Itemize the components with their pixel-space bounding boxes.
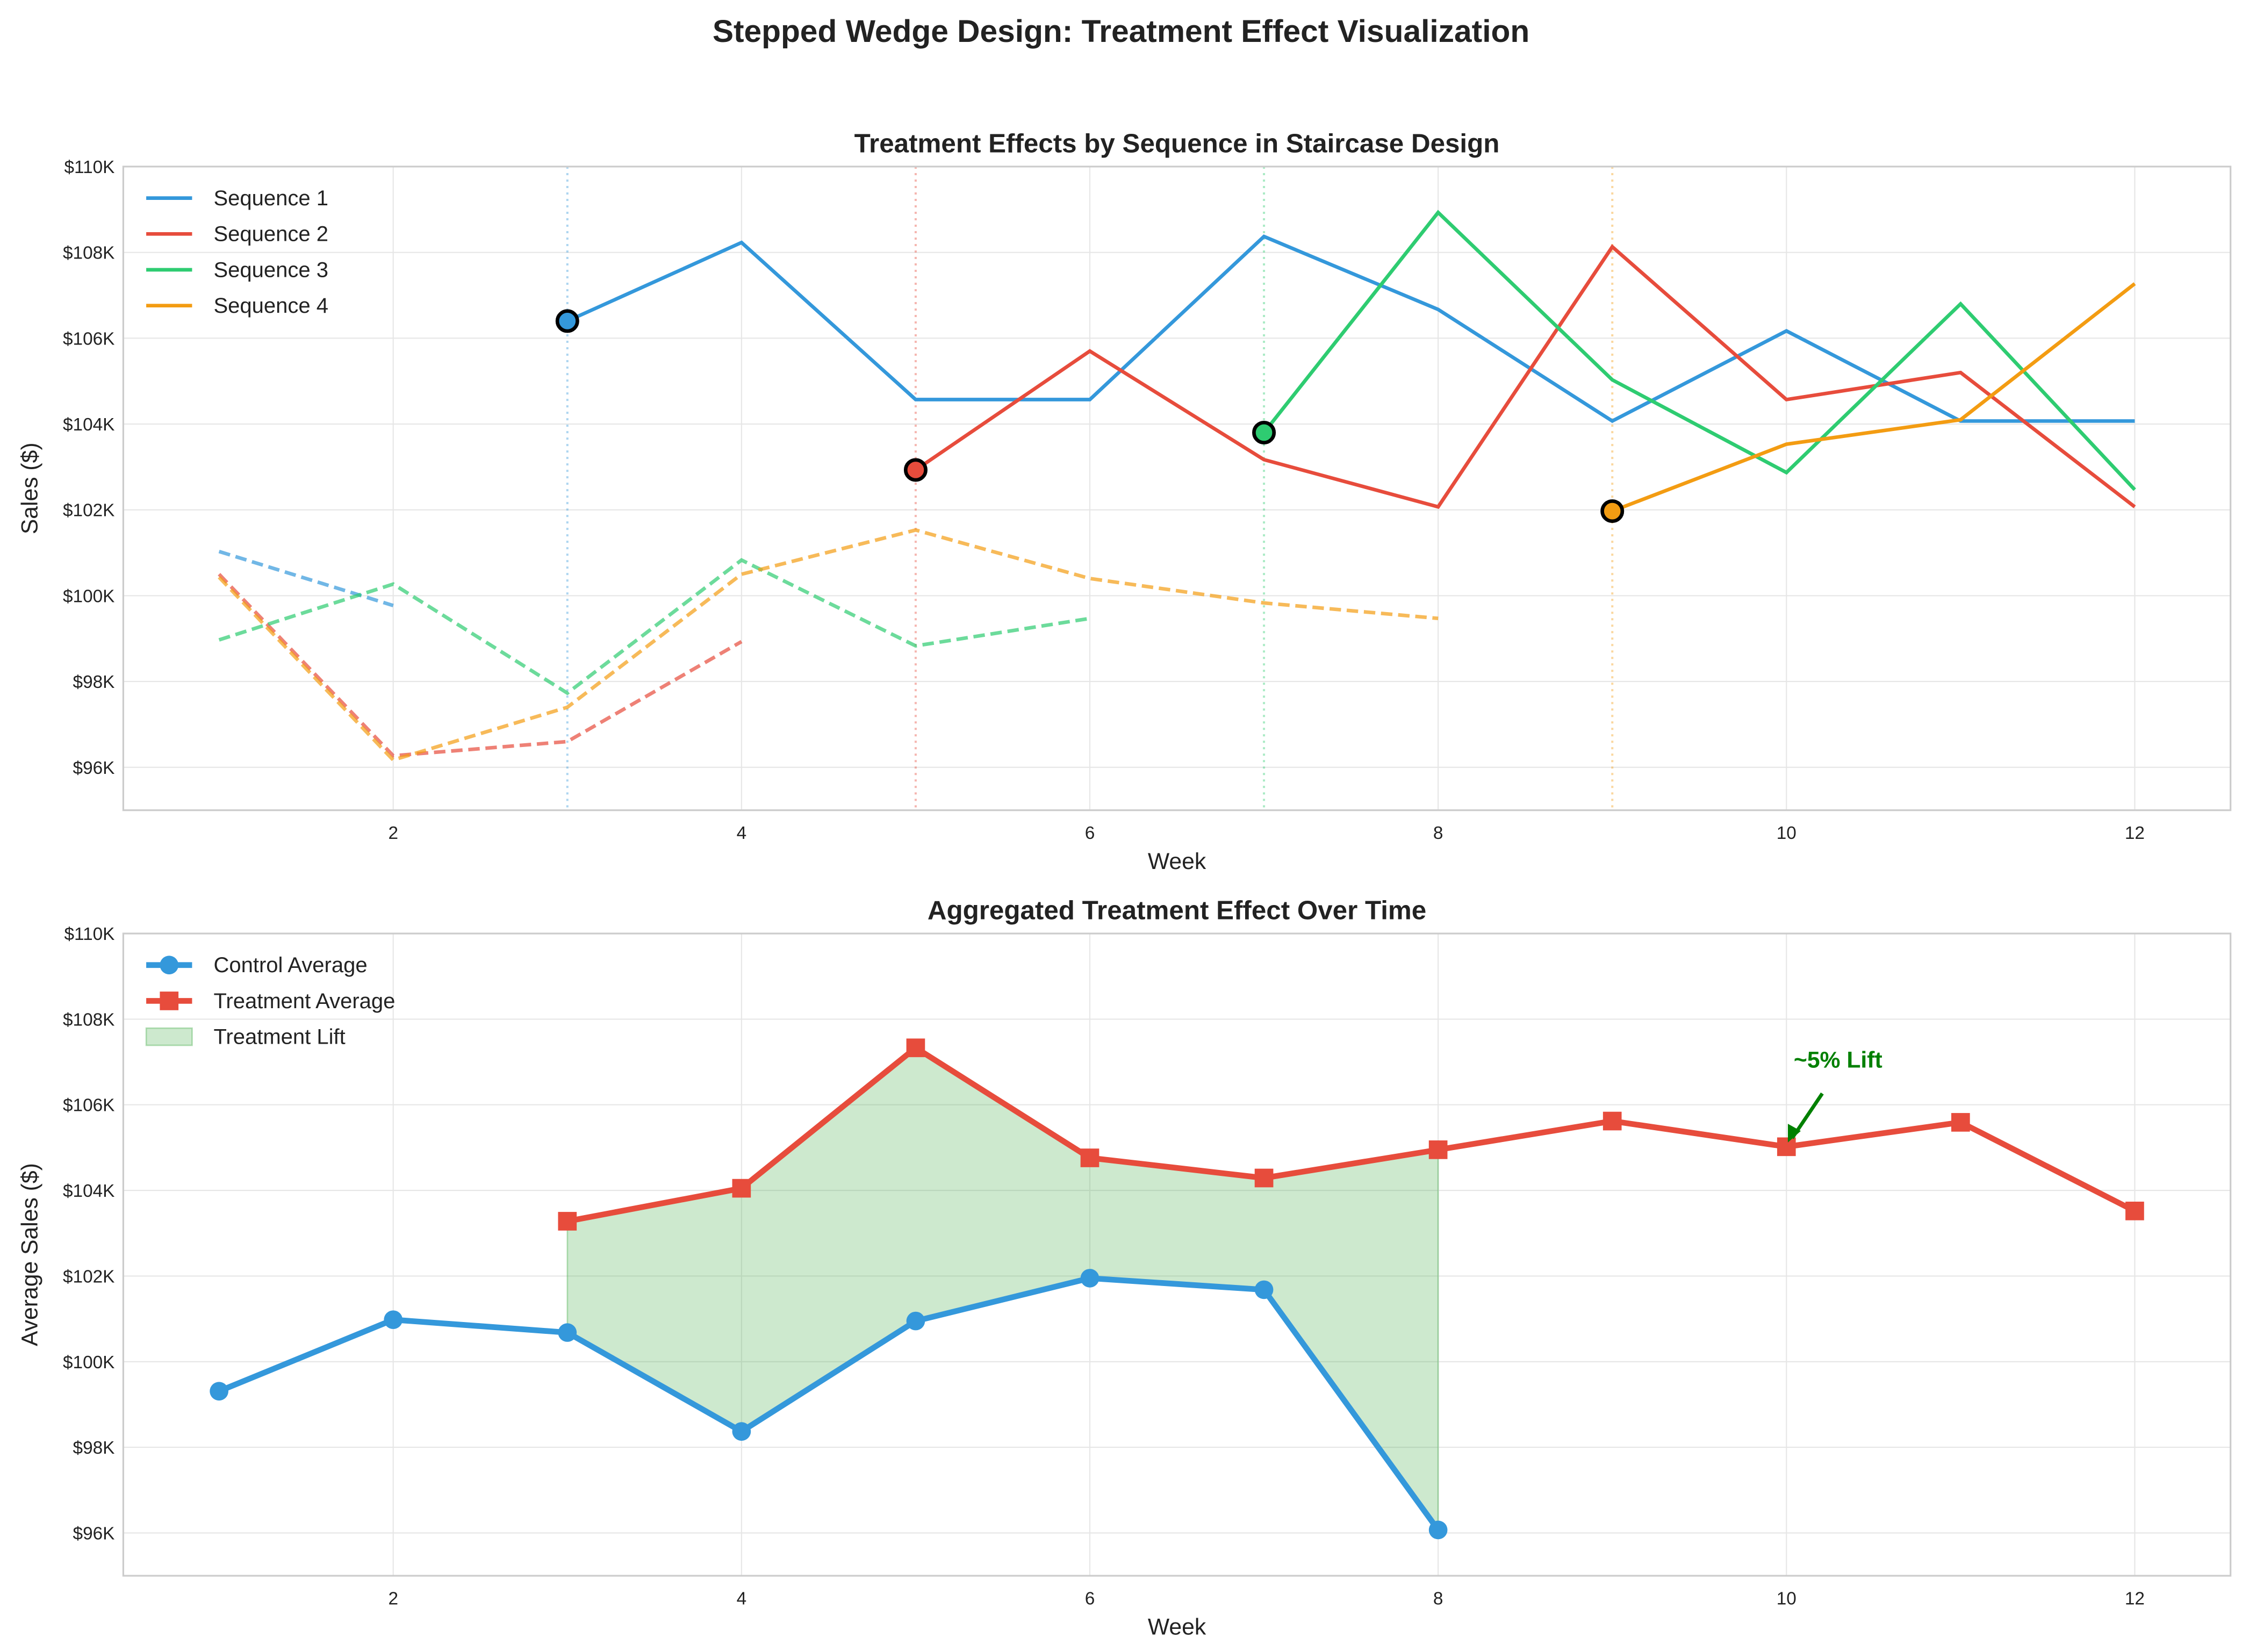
y-tick-label: $102K [63,1267,114,1287]
y-tick-label: $104K [63,1181,114,1201]
control-average-point [1254,1280,1274,1299]
sequence-panel: 2 4 6 8 10 12 $96K $98K $100K $102K $104K $106K $108… [17,128,2232,874]
x-tick-label: 2 [388,1589,398,1608]
y-tick-label: $108K [63,1010,114,1030]
legend-label: Treatment Average [213,989,395,1013]
x-tick-label: 4 [737,1589,747,1608]
legend-label: Sequence 1 [213,186,328,210]
treatment-line [1612,282,2136,513]
control-average-line [218,1275,1441,1532]
treatment-average-point [558,1212,577,1231]
y-tick-label: $96K [73,1524,115,1543]
legend-marker [160,956,179,975]
treatment-average-point [1603,1111,1622,1131]
x-tick-label: 6 [1085,1589,1095,1608]
y-tick-label: $110K [64,924,114,944]
legend: Control Average Treatment Average Treatmen… [145,953,395,1048]
legend: Sequence 1 Sequence 2 Sequence 3 Sequence 4 [146,186,328,318]
y-axis-label: Sales ($) [17,442,42,534]
x-tick-label: 8 [1433,823,1443,843]
x-tick-label: 2 [388,823,398,843]
aggregate-panel: 2 4 6 8 10 12 $96K $98K $100K $102K $104K $106K $108… [17,895,2232,1640]
legend-label: Sequence 3 [213,258,328,282]
treatment-average-point [1254,1168,1274,1188]
annotation-arrowhead [1787,1124,1801,1143]
y-axis-label: Average Sales ($) [17,1163,42,1346]
y-tick-label: $100K [63,586,114,606]
y-tick-label: $104K [63,415,114,435]
treatment-start-marker [1252,420,1276,445]
y-tick-label: $98K [73,1438,115,1458]
plot-frame [122,932,2232,1577]
x-tick-label: 12 [2125,1589,2145,1608]
annotation-label: ~5% Lift [1794,1047,1882,1073]
x-tick-label: 6 [1085,823,1095,843]
control-line [218,573,743,758]
y-tick-label: $100K [63,1353,114,1373]
treatment-average-point [1777,1137,1796,1157]
treatment-average-point [2125,1201,2144,1220]
panel-title: Aggregated Treatment Effect Over Time [928,895,1426,925]
treatment-average-line [566,1044,2136,1224]
y-tick-label: $98K [73,672,115,692]
treatment-start-marker [555,309,579,333]
x-tick-label: 8 [1433,1589,1443,1608]
y-tick-label: $96K [73,758,115,778]
control-average-point [1428,1520,1448,1540]
control-line [218,549,394,607]
plot-frame [122,166,2232,811]
treatment-average-point [1428,1140,1448,1159]
control-average-point [210,1382,228,1401]
legend-label: Sequence 2 [213,222,328,246]
control-line [218,528,1439,763]
x-tick-label: 4 [737,823,747,843]
legend-label: Treatment Lift [213,1025,345,1048]
control-average-point [558,1323,577,1342]
control-average-point [906,1311,925,1331]
treatment-line [915,244,2136,509]
y-tick-label: $110K [64,157,114,177]
x-tick-label: 10 [1777,823,1797,843]
y-tick-label: $102K [63,501,114,521]
treatment-line [566,234,2135,423]
x-axis-label: Week [1148,1614,1206,1640]
treatment-average-point [1951,1113,1970,1132]
treatment-start-marker [903,458,928,482]
control-average-point [384,1310,403,1330]
control-average-point [1080,1269,1100,1288]
treatment-average-point [1080,1148,1100,1167]
control-average-point [732,1422,751,1441]
legend-label: Sequence 4 [213,294,328,318]
legend-swatch [145,1027,193,1046]
y-tick-label: $108K [63,243,114,263]
figure-title: Stepped Wedge Design: Treatment Effect V… [713,14,1529,49]
treatment-average-point [906,1038,925,1058]
x-tick-label: 10 [1777,1589,1797,1608]
treatment-lift-area [566,1047,1439,1532]
y-tick-label: $106K [63,329,114,349]
treatment-line [1262,210,2136,491]
treatment-average-point [732,1179,751,1198]
legend-label: Control Average [213,953,367,977]
x-tick-label: 12 [2125,823,2145,843]
treatment-start-marker [1600,499,1625,523]
legend-marker [160,992,179,1010]
x-axis-label: Week [1148,849,1206,874]
panel-title: Treatment Effects by Sequence in Stairca… [854,128,1500,158]
control-line [218,558,1090,695]
y-tick-label: $106K [63,1096,114,1116]
